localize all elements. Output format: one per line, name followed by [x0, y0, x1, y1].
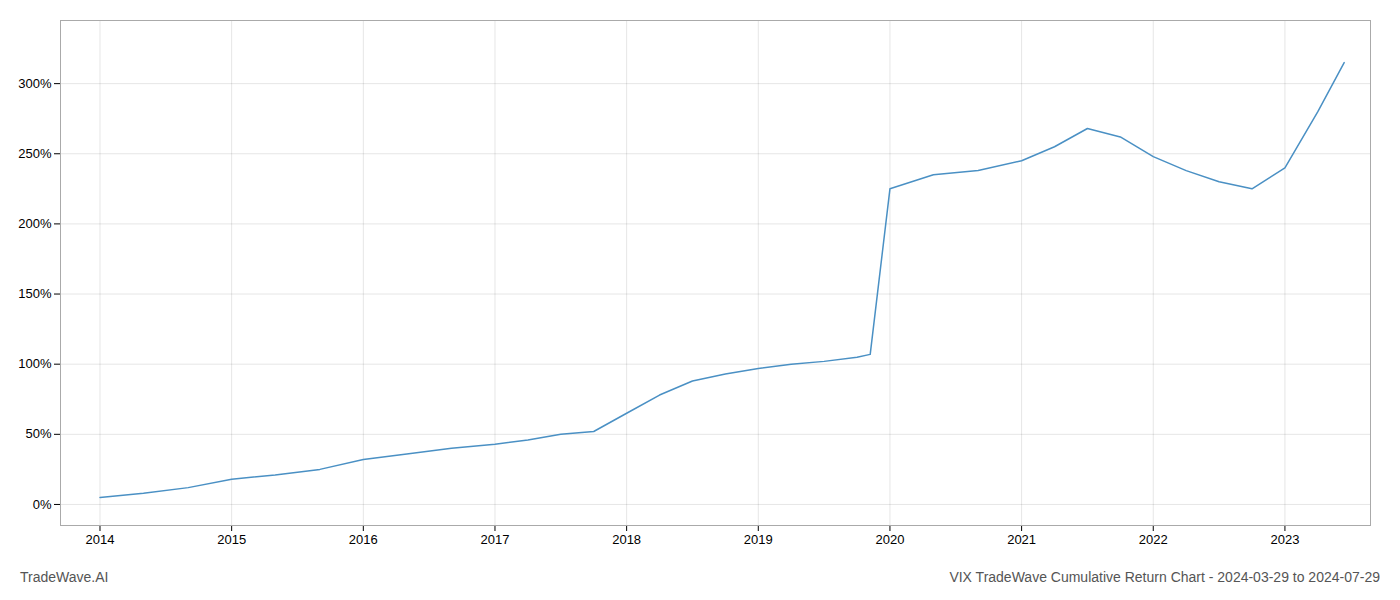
svg-text:2022: 2022: [1139, 532, 1168, 547]
svg-text:2016: 2016: [349, 532, 378, 547]
html-text:TradeWave.AI: TradeWave.AI: [20, 569, 109, 585]
svg-text:2023: 2023: [1270, 532, 1299, 547]
svg-text:200%: 200%: [18, 216, 52, 231]
svg-text:50%: 50%: [25, 426, 51, 441]
html-text:VIX TradeWave Cumulative Retur: VIX TradeWave Cumulative Return Chart - …: [949, 569, 1380, 585]
svg-text:2019: 2019: [744, 532, 773, 547]
svg-text:300%: 300%: [18, 76, 52, 91]
svg-text:2015: 2015: [217, 532, 246, 547]
svg-text:2018: 2018: [612, 532, 641, 547]
svg-text:0%: 0%: [33, 497, 52, 512]
svg-text:250%: 250%: [18, 146, 52, 161]
svg-text:2014: 2014: [86, 532, 115, 547]
svg-text:2021: 2021: [1007, 532, 1036, 547]
svg-text:150%: 150%: [18, 286, 52, 301]
svg-text:2017: 2017: [481, 532, 510, 547]
svg-text:2020: 2020: [875, 532, 904, 547]
svg-text:100%: 100%: [18, 356, 52, 371]
